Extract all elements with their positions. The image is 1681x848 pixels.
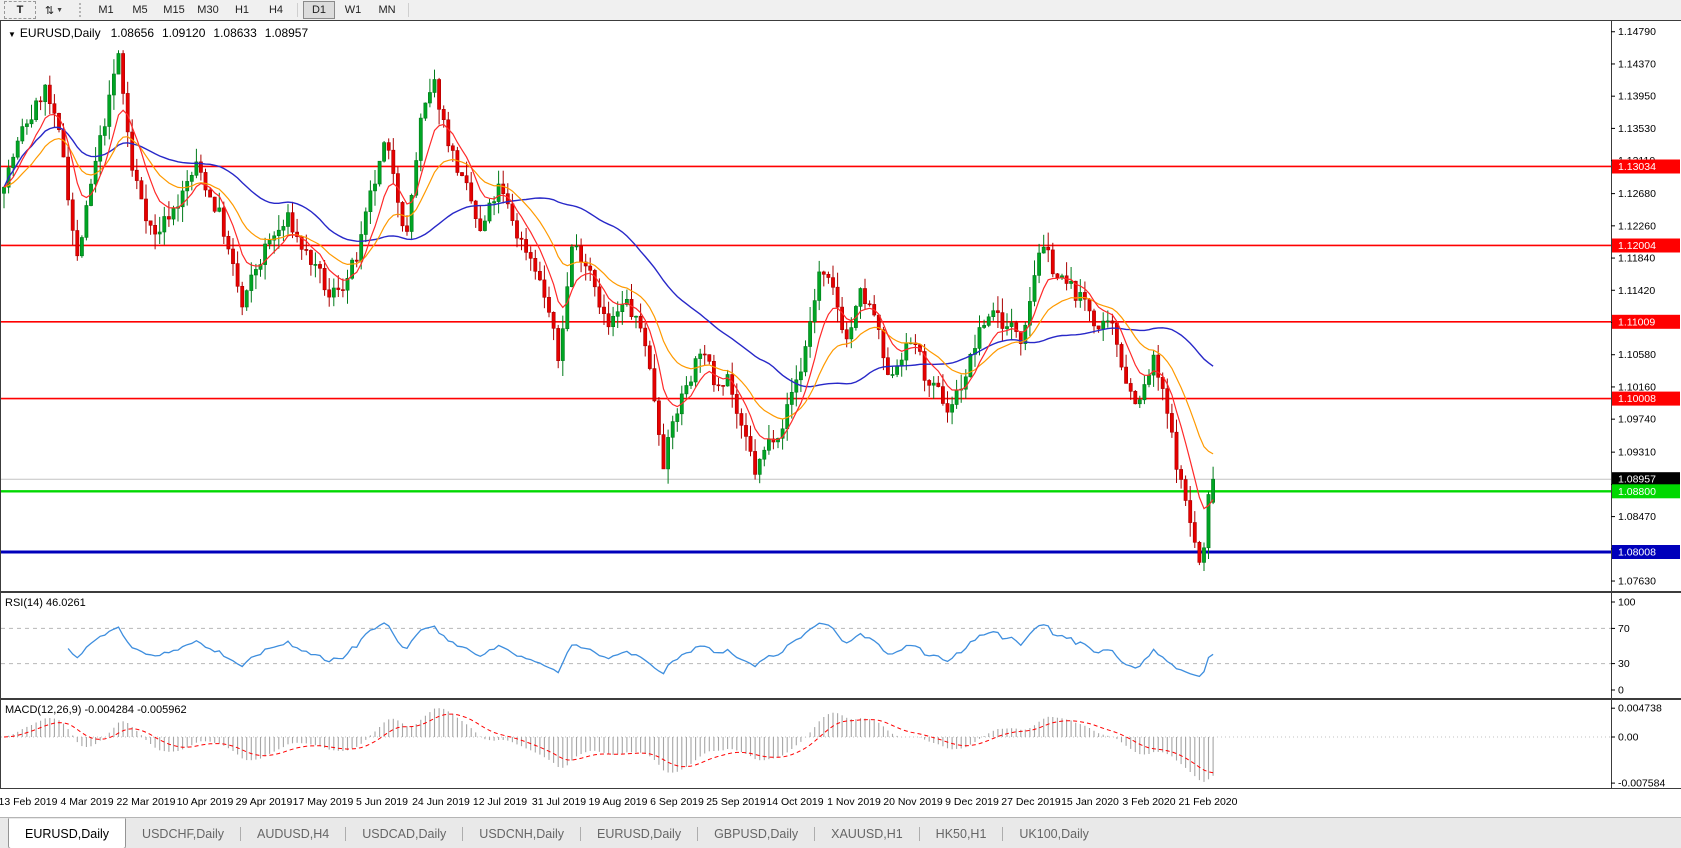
tab-xauusd-h1-7[interactable]: XAUUSD,H1 [831,826,903,841]
timeframe-button-h4[interactable]: H4 [268,4,284,16]
svg-text:1.08957: 1.08957 [1618,474,1656,486]
date-label: 27 Dec 2019 [1001,796,1061,808]
tab-usdchf-daily-1[interactable]: USDCHF,Daily [142,826,224,841]
tab-separator [240,826,241,841]
tab-separator [580,826,582,841]
date-label: 12 Jul 2019 [472,796,528,808]
svg-text:1.12260: 1.12260 [1618,220,1656,232]
toolbar-grip[interactable] [79,3,84,17]
date-label: 6 Sep 2019 [650,796,704,808]
svg-text:1.13034: 1.13034 [1618,161,1656,173]
date-label: 31 Jul 2019 [531,796,587,808]
date-label: 25 Sep 2019 [706,796,766,808]
svg-text:70: 70 [1618,623,1630,635]
date-label: 13 Feb 2019 [0,796,58,808]
svg-text:0: 0 [1618,685,1624,697]
date-label: 3 Feb 2020 [1122,796,1176,808]
svg-text:1.10008: 1.10008 [1618,393,1656,405]
svg-text:0.00: 0.00 [1618,732,1639,744]
svg-text:100: 100 [1618,597,1636,609]
chevron-down-icon: ▼ [56,6,64,14]
svg-text:1.09310: 1.09310 [1618,447,1656,459]
time-axis[interactable]: 13 Feb 2019 4 Mar 2019 22 Mar 2019 10 Apr 2… [0,789,1681,817]
timeframe-button-m1[interactable]: M1 [98,4,114,16]
date-label: 29 Apr 2019 [235,796,293,808]
svg-text:1.14790: 1.14790 [1618,26,1656,38]
tab-separator [345,826,347,841]
tab-hk50-h1-8[interactable]: HK50,H1 [935,826,987,841]
arrange-tool-button[interactable]: ⇅ ▼ [38,1,70,19]
tab-usdcad-daily-3[interactable]: USDCAD,Daily [362,826,447,841]
timeframe-button-m5[interactable]: M5 [132,4,148,16]
svg-text:1.12004: 1.12004 [1618,240,1656,252]
svg-text:1.08470: 1.08470 [1618,511,1656,523]
tab-eurusd-daily-5[interactable]: EURUSD,Daily [597,826,682,841]
svg-text:1.11420: 1.11420 [1618,285,1655,297]
date-label: 9 Dec 2019 [945,796,999,808]
timeframe-button-w1[interactable]: W1 [344,4,362,16]
toolbar-separator [408,3,409,17]
svg-text:1.12680: 1.12680 [1618,188,1656,200]
date-label: 24 Jun 2019 [412,796,470,808]
svg-text:1.10160: 1.10160 [1618,381,1656,393]
svg-text:1.07630: 1.07630 [1618,576,1656,588]
date-label: 10 Apr 2019 [176,796,234,808]
date-label: 22 Mar 2019 [116,796,176,808]
timeframe-button-mn[interactable]: MN [378,4,396,16]
svg-text:1.08008: 1.08008 [1618,547,1656,559]
date-label: 20 Nov 2019 [883,796,943,808]
tab-usdcnh-daily-4[interactable]: USDCNH,Daily [479,826,565,841]
svg-text:1.11009: 1.11009 [1618,316,1655,328]
tab-eurusd-daily-0[interactable]: EURUSD,Daily [8,818,127,848]
tab-uk100-daily-9[interactable]: UK100,Daily [1019,826,1089,841]
tab-audusd-h4-2[interactable]: AUDUSD,H4 [257,826,330,841]
timeframe-button-d1[interactable]: D1 [303,1,335,19]
date-label: 14 Oct 2019 [766,796,824,808]
svg-text:1.10580: 1.10580 [1618,349,1656,361]
text-tool-button[interactable]: T [4,1,36,19]
arrange-icon: ⇅ [44,4,55,17]
timeframe-button-m15[interactable]: M15 [163,4,185,16]
date-label: 21 Feb 2020 [1178,796,1238,808]
svg-text:1.09740: 1.09740 [1618,414,1656,426]
tab-separator [462,826,464,841]
svg-text:30: 30 [1618,658,1630,670]
tab-separator [918,826,920,841]
toolbar-separator [297,3,298,17]
svg-text:-0.007584: -0.007584 [1618,778,1665,789]
chart-area: 1.147901.143701.139501.135301.131101.126… [0,20,1681,789]
timeframe-button-h1[interactable]: H1 [234,4,250,16]
tab-gbpusd-daily-6[interactable]: GBPUSD,Daily [714,826,799,841]
tab-separator [697,826,699,841]
tab-separator [814,826,816,841]
tab-separator [1002,826,1004,841]
date-label: 5 Jun 2019 [356,796,408,808]
timeframe-buttons: M1 M5 M15 M30 H1 H4 D1 W1 MN [89,1,404,19]
svg-text:1.08800: 1.08800 [1618,486,1656,498]
svg-text:0.004738: 0.004738 [1618,703,1662,715]
price-chart-canvas[interactable]: 1.147901.143701.139501.135301.131101.126… [0,20,1681,789]
date-label: 1 Nov 2019 [827,796,881,808]
svg-text:1.11840: 1.11840 [1618,253,1655,265]
date-label: 17 May 2019 [292,796,354,808]
svg-text:1.13950: 1.13950 [1618,91,1656,103]
date-label: 4 Mar 2019 [60,796,114,808]
date-label: 19 Aug 2019 [588,796,648,808]
date-label: 15 Jan 2020 [1061,796,1119,808]
chart-tab-bar: EURUSD,Daily USDCHF,Daily AUDUSD,H4 USDCAD,… [0,817,1681,848]
svg-text:1.13530: 1.13530 [1618,123,1656,135]
svg-text:1.14370: 1.14370 [1618,58,1656,70]
timeframe-button-m30[interactable]: M30 [197,4,219,16]
toolbar: T ⇅ ▼ M1 M5 M15 M30 H1 H4 D1 W1 MN [0,0,1681,21]
